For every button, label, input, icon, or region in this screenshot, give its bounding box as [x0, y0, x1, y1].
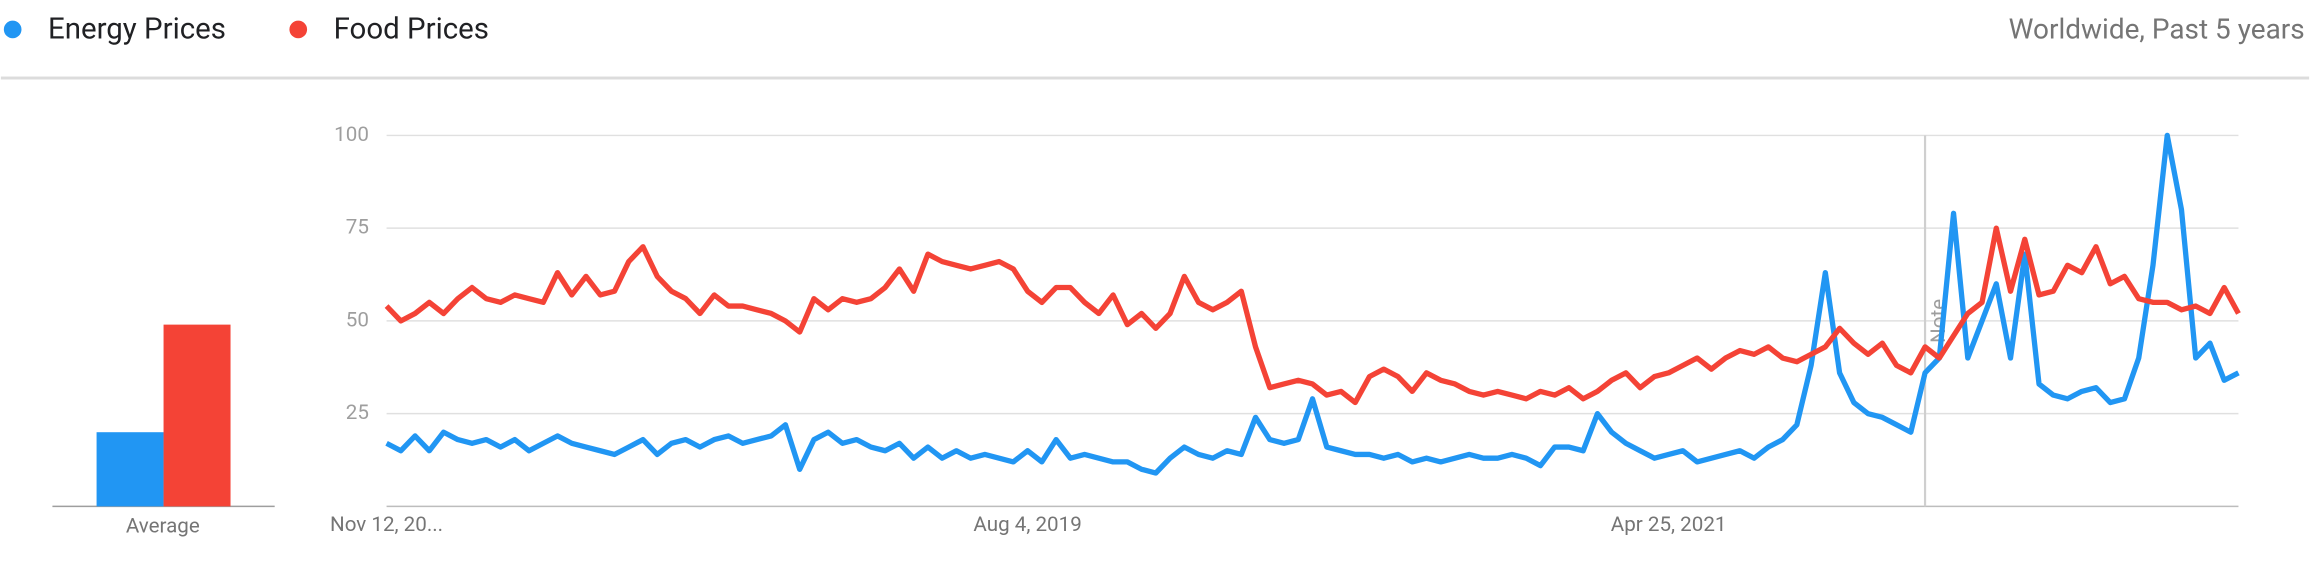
legend-label: Food Prices — [334, 13, 489, 47]
legend-label: Energy Prices — [48, 13, 226, 47]
average-label: Average — [126, 514, 200, 538]
x-tick-label: Nov 12, 20... — [330, 513, 443, 537]
legend-dot — [3, 20, 22, 39]
y-tick-label: 25 — [346, 401, 369, 425]
series-line — [385, 132, 2240, 476]
header-bar — [0, 0, 2310, 77]
y-tick-label: 75 — [346, 216, 369, 240]
average-bar — [96, 432, 164, 507]
subtitle: Worldwide, Past 5 years — [2009, 12, 2305, 45]
y-tick-label: 100 — [334, 123, 369, 147]
series-line — [384, 225, 2241, 406]
x-tick-label: Aug 4, 2019 — [973, 513, 1081, 537]
header-shadow — [0, 76, 2310, 80]
y-tick-label: 50 — [346, 308, 369, 332]
average-bar — [163, 324, 231, 507]
x-tick-label: Apr 25, 2021 — [1611, 513, 1727, 537]
legend-dot — [289, 20, 308, 39]
